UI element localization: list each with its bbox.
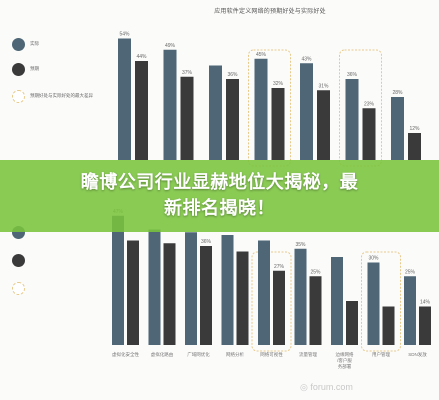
value-label-top-a-3: 45% (256, 52, 267, 58)
value-label-bottom-a-5: 35% (295, 242, 306, 248)
bar-bottom-b-4 (273, 270, 285, 345)
value-label-bottom-a-8: 25% (405, 269, 416, 275)
watermark: ◎ forum.com (300, 382, 353, 393)
value-label-top-b-6: 12% (409, 126, 420, 132)
bar-top-b-5 (362, 108, 376, 160)
bar-bottom-b-1 (163, 243, 176, 345)
bar-bottom-a-8 (404, 276, 416, 345)
bar-bottom-a-3 (221, 235, 234, 345)
bar-top-a-4 (300, 63, 313, 160)
value-label-top-a-5: 36% (347, 72, 358, 78)
bar-top-a-0 (118, 38, 131, 160)
value-label-top-a-4: 43% (301, 56, 312, 62)
bar-top-b-0 (135, 61, 148, 160)
bar-top-a-6 (391, 97, 404, 160)
category-label-bottom-7-0: 用户管理 (372, 351, 390, 358)
headline-text: 瞻博公司行业显赫地位大揭秘，最 新排名揭晓！ (10, 170, 429, 222)
legend-item-gap: 预期好处与实际好处的最大差异 (12, 90, 100, 103)
bar-bottom-b-0 (127, 240, 139, 345)
category-label-bottom-0-0: 虚拟化安全性 (112, 351, 139, 358)
legend-swatch-expected-2 (12, 254, 25, 267)
category-label-bottom-1-0: 虚拟化路由 (151, 351, 174, 358)
headline-line-1: 瞻博公司行业显赫地位大揭秘，最 (80, 172, 359, 193)
value-label-top-a-0: 54% (119, 32, 130, 38)
category-label-bottom-8-0: SDN发放 (408, 351, 427, 358)
legend-item-expected: 预期 (12, 63, 100, 76)
legend-label-actual: 实际 (30, 41, 39, 46)
category-label-bottom-6-2: 务部署 (338, 363, 352, 370)
bar-top-b-2 (226, 79, 239, 160)
value-label-top-a-6: 28% (392, 90, 403, 96)
bar-top-a-1 (163, 49, 177, 160)
value-label-top-b-4: 31% (318, 83, 329, 89)
category-label-bottom-5-0: 流量管理 (299, 351, 317, 358)
bar-bottom-a-5 (294, 248, 307, 345)
bar-bottom-a-2 (185, 232, 197, 345)
legend-swatch-gap (12, 90, 25, 103)
value-label-top-a-1: 49% (165, 43, 176, 49)
legend-item-gap-2 (12, 282, 100, 295)
bar-top-a-2 (209, 65, 222, 160)
highlight-box-bottom-7 (361, 251, 401, 352)
value-label-top-b-0: 44% (136, 54, 147, 60)
value-label-bottom-b-2: 36% (201, 239, 212, 245)
category-label-bottom-4-0: 网络可视性 (260, 351, 283, 358)
bar-bottom-b-2 (200, 246, 212, 345)
value-label-top-b-2: 36% (227, 72, 238, 78)
category-label-bottom-3-0: 网络分析 (226, 351, 244, 358)
bar-bottom-b-3 (236, 251, 249, 345)
bar-bottom-a-7 (367, 262, 380, 345)
bar-bottom-b-7 (382, 306, 395, 345)
bar-top-b-3 (271, 88, 285, 160)
watermark-text: forum.com (310, 382, 353, 392)
headline-banner (0, 160, 439, 232)
bar-top-a-5 (345, 79, 359, 160)
bar-bottom-a-0 (112, 215, 124, 345)
legend-swatch-gap-2 (12, 282, 25, 295)
bar-top-b-6 (408, 133, 421, 160)
category-label-bottom-6-0: 边缘网络 (336, 351, 354, 358)
legend-label-gap: 预期好处与实际好处的最大差异 (30, 93, 93, 98)
legend-swatch-expected (12, 63, 25, 76)
category-label-bottom-2-0: 广域网优化 (187, 351, 210, 358)
bar-bottom-a-4 (258, 240, 270, 345)
value-label-top-b-1: 37% (182, 70, 193, 76)
headline-line-2: 新排名揭晓！ (164, 198, 275, 219)
value-label-bottom-b-8: 14% (420, 300, 431, 306)
value-label-top-b-3: 32% (273, 81, 284, 87)
bar-bottom-b-6 (346, 301, 358, 345)
value-label-bottom-a-7: 30% (368, 256, 379, 262)
bar-bottom-a-1 (148, 229, 161, 345)
value-label-bottom-b-5: 25% (310, 269, 321, 275)
bar-bottom-b-8 (419, 306, 431, 345)
legend-swatch-actual (12, 38, 25, 51)
legend-item-expected-2 (12, 254, 100, 267)
bar-bottom-b-5 (309, 276, 322, 345)
bar-top-b-1 (180, 76, 194, 160)
category-label-bottom-6-1: /客户服 (337, 357, 352, 364)
bar-bottom-a-6 (331, 257, 343, 345)
highlight-box-bottom-4 (251, 251, 292, 352)
legend-item-actual: 实际 (12, 38, 100, 51)
legend-label-expected: 预期 (30, 66, 39, 71)
bar-top-a-3 (254, 58, 268, 160)
bar-top-b-4 (317, 90, 330, 160)
globe-icon: ◎ (300, 382, 308, 392)
chart-title-top: 应用软件定义网络的预期好处与实际好处 (214, 9, 326, 15)
value-label-top-b-5: 23% (364, 101, 375, 107)
value-label-bottom-b-4: 27% (274, 264, 285, 270)
